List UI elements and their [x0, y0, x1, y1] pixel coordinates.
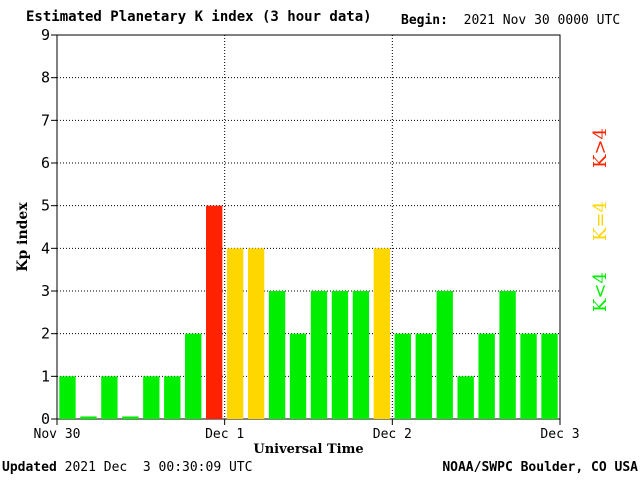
x-tick-label: Dec 1: [205, 427, 244, 442]
kp-bar: [143, 376, 160, 419]
kp-bar: [457, 376, 474, 419]
kp-bar: [289, 333, 307, 419]
y-tick-label: 6: [41, 154, 50, 172]
kp-bar: [226, 248, 244, 419]
y-tick-label: 3: [41, 282, 50, 300]
kp-bar: [373, 248, 391, 419]
kp-bar: [206, 205, 223, 419]
kp-bar: [59, 376, 76, 419]
x-tick-label: Nov 30: [34, 427, 81, 442]
kp-bar: [268, 291, 286, 419]
x-tick-label: Dec 2: [373, 427, 412, 442]
legend-high: K>4: [590, 128, 611, 168]
kp-bar: [185, 333, 202, 419]
kp-bar: [352, 291, 370, 419]
y-tick-label: 0: [41, 410, 50, 428]
y-tick-label: 5: [41, 197, 50, 215]
kp-bar: [101, 376, 118, 419]
updated-value: 2021 Dec 3 00:30:09 UTC: [64, 460, 253, 475]
legend-mid: K=4: [590, 201, 611, 241]
y-axis-label: Kp index: [15, 202, 31, 272]
y-tick-label: 2: [41, 325, 50, 343]
begin-value: 2021 Nov 30 0000 UTC: [463, 13, 621, 28]
kp-bar: [80, 416, 97, 419]
kp-bar: [520, 333, 537, 419]
kp-bar: [164, 376, 181, 419]
kp-bar: [394, 333, 411, 419]
kp-bar: [122, 416, 139, 419]
legend-low: K<4: [590, 272, 611, 312]
y-tick-label: 9: [41, 26, 50, 44]
updated-time: Updated 2021 Dec 3 00:30:09 UTC: [2, 460, 252, 475]
y-tick-label: 1: [41, 367, 50, 385]
updated-label: Updated: [2, 460, 57, 475]
chart-title: Estimated Planetary K index (3 hour data…: [26, 9, 372, 25]
kp-bar: [499, 291, 516, 419]
plot-frame: [56, 34, 561, 420]
kp-bar: [478, 333, 495, 419]
x-axis-label: Universal Time: [253, 442, 363, 457]
y-tick-label: 7: [41, 111, 50, 129]
begin-time: Begin: 2021 Nov 30 0000 UTC: [401, 13, 620, 28]
begin-label: Begin:: [401, 13, 448, 28]
y-tick-label: 8: [41, 69, 50, 87]
kp-bar: [541, 333, 558, 419]
kp-bar: [247, 248, 265, 419]
kp-bar: [310, 291, 328, 419]
kp-bar: [415, 333, 432, 419]
y-tick-label: 4: [41, 239, 50, 257]
kp-bar: [436, 291, 453, 419]
credit-text: NOAA/SWPC Boulder, CO USA: [442, 460, 638, 475]
x-tick-label: Dec 3: [540, 427, 579, 442]
kp-bar: [331, 291, 349, 419]
